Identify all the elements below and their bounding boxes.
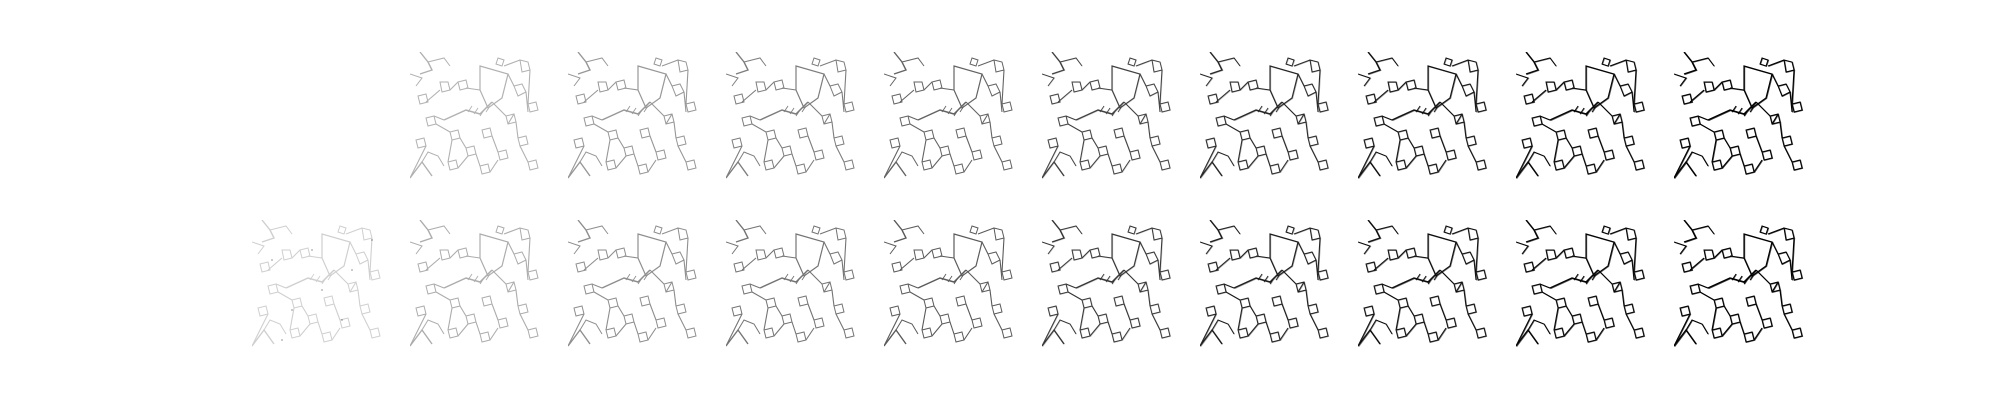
tile-r2-c8 [1358, 220, 1490, 352]
tile-r1-c3 [568, 52, 700, 184]
tile-r1-c8 [1358, 52, 1490, 184]
tile-r2-c4 [726, 220, 858, 352]
tile-r1-c9 [1516, 52, 1648, 184]
tile-r2-c6 [1042, 220, 1174, 352]
tile-r2-c3 [568, 220, 700, 352]
tile-r2-c1 [252, 220, 384, 352]
tile-r1-c1 [252, 52, 384, 184]
tile-r1-c7 [1200, 52, 1332, 184]
tile-r1-c2 [410, 52, 542, 184]
tile-r2-c7 [1200, 220, 1332, 352]
tile-r1-c6 [1042, 52, 1174, 184]
tile-r1-c4 [726, 52, 858, 184]
tile-r1-c5 [884, 52, 1016, 184]
tile-r2-c9 [1516, 220, 1648, 352]
tile-r1-c10 [1674, 52, 1806, 184]
tile-r2-c5 [884, 220, 1016, 352]
tile-r2-c2 [410, 220, 542, 352]
tile-r2-c10 [1674, 220, 1806, 352]
